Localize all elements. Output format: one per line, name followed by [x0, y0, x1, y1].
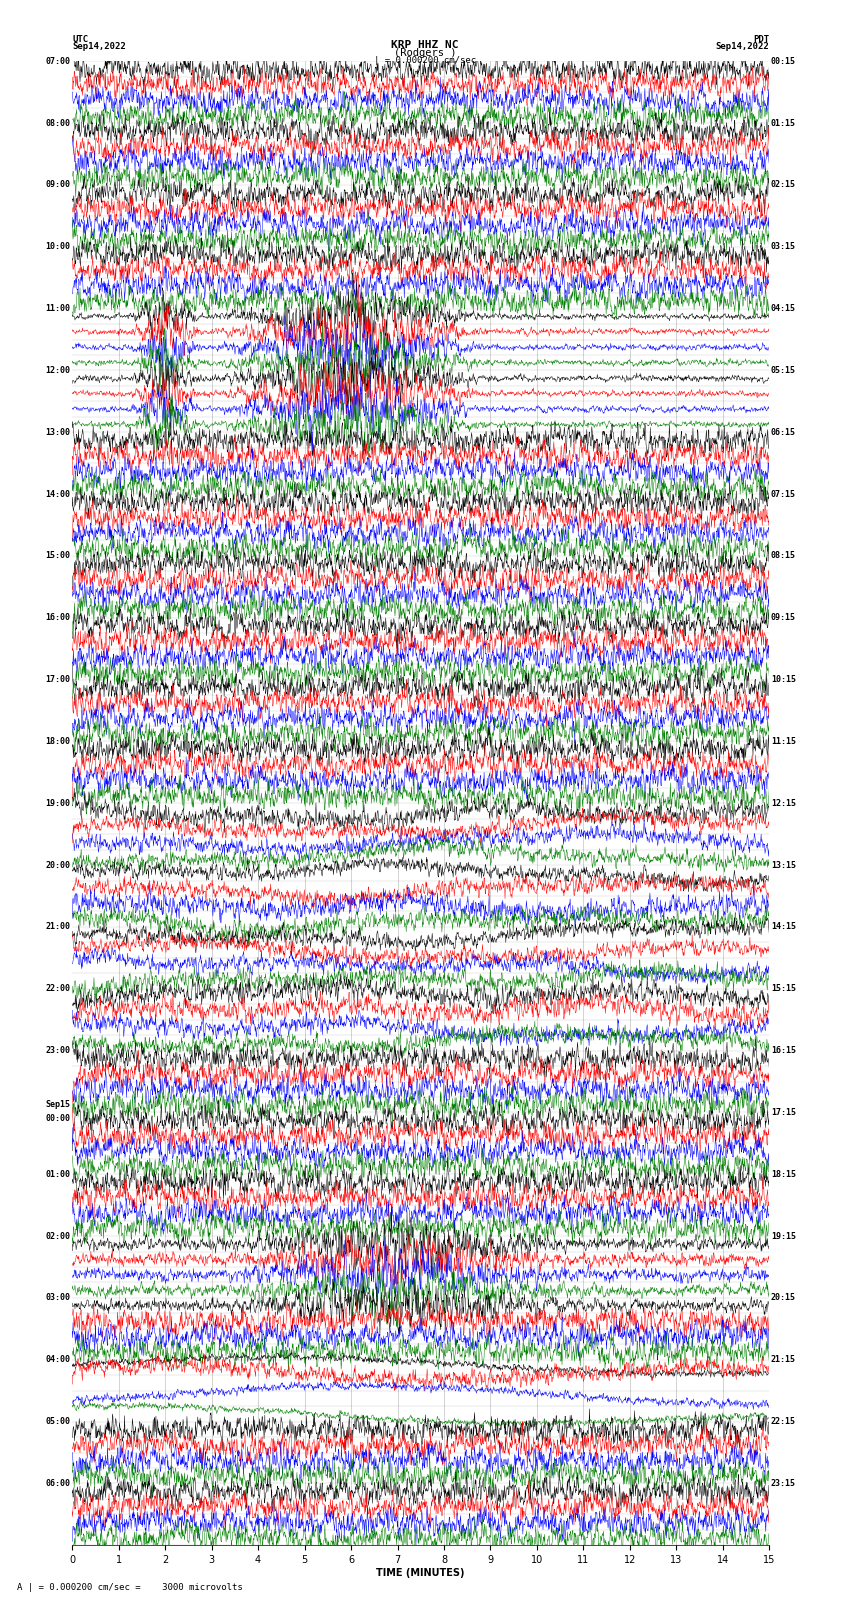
Text: KRP HHZ NC: KRP HHZ NC — [391, 39, 459, 50]
Text: 16:15: 16:15 — [771, 1047, 796, 1055]
Text: 14:15: 14:15 — [771, 923, 796, 931]
Text: 10:15: 10:15 — [771, 676, 796, 684]
Text: 04:00: 04:00 — [46, 1355, 71, 1365]
Text: 10:00: 10:00 — [46, 242, 71, 252]
Text: 07:00: 07:00 — [46, 56, 71, 66]
Text: 12:00: 12:00 — [46, 366, 71, 374]
Text: | = 0.000200 cm/sec: | = 0.000200 cm/sec — [374, 56, 476, 66]
Text: 02:15: 02:15 — [771, 181, 796, 189]
Text: 21:15: 21:15 — [771, 1355, 796, 1365]
Text: 20:00: 20:00 — [46, 861, 71, 869]
Text: 11:00: 11:00 — [46, 305, 71, 313]
Text: 09:15: 09:15 — [771, 613, 796, 623]
Text: 00:15: 00:15 — [771, 56, 796, 66]
Text: 13:15: 13:15 — [771, 861, 796, 869]
Text: 07:15: 07:15 — [771, 490, 796, 498]
Text: 02:00: 02:00 — [46, 1232, 71, 1240]
Text: 06:15: 06:15 — [771, 427, 796, 437]
Text: Sep14,2022: Sep14,2022 — [72, 42, 126, 52]
Text: Sep14,2022: Sep14,2022 — [716, 42, 769, 52]
Text: 05:00: 05:00 — [46, 1418, 71, 1426]
Text: 06:00: 06:00 — [46, 1479, 71, 1487]
Text: 13:00: 13:00 — [46, 427, 71, 437]
Text: 23:15: 23:15 — [771, 1479, 796, 1487]
Text: 09:00: 09:00 — [46, 181, 71, 189]
X-axis label: TIME (MINUTES): TIME (MINUTES) — [377, 1568, 465, 1578]
Text: 18:15: 18:15 — [771, 1169, 796, 1179]
Text: 22:15: 22:15 — [771, 1418, 796, 1426]
Text: 20:15: 20:15 — [771, 1294, 796, 1302]
Text: 00:00: 00:00 — [46, 1115, 71, 1123]
Text: 11:15: 11:15 — [771, 737, 796, 745]
Text: 08:00: 08:00 — [46, 119, 71, 127]
Text: A | = 0.000200 cm/sec =    3000 microvolts: A | = 0.000200 cm/sec = 3000 microvolts — [17, 1582, 243, 1592]
Text: 04:15: 04:15 — [771, 305, 796, 313]
Text: 19:00: 19:00 — [46, 798, 71, 808]
Text: 22:00: 22:00 — [46, 984, 71, 994]
Text: 18:00: 18:00 — [46, 737, 71, 745]
Text: 01:15: 01:15 — [771, 119, 796, 127]
Text: 03:00: 03:00 — [46, 1294, 71, 1302]
Text: 23:00: 23:00 — [46, 1047, 71, 1055]
Text: 15:00: 15:00 — [46, 552, 71, 560]
Text: Sep15: Sep15 — [46, 1100, 71, 1110]
Text: 15:15: 15:15 — [771, 984, 796, 994]
Text: (Rodgers ): (Rodgers ) — [394, 47, 456, 58]
Text: 17:00: 17:00 — [46, 676, 71, 684]
Text: 14:00: 14:00 — [46, 490, 71, 498]
Text: UTC: UTC — [72, 35, 88, 45]
Text: 03:15: 03:15 — [771, 242, 796, 252]
Text: 08:15: 08:15 — [771, 552, 796, 560]
Text: 17:15: 17:15 — [771, 1108, 796, 1116]
Text: 19:15: 19:15 — [771, 1232, 796, 1240]
Text: 16:00: 16:00 — [46, 613, 71, 623]
Text: 21:00: 21:00 — [46, 923, 71, 931]
Text: 12:15: 12:15 — [771, 798, 796, 808]
Text: PDT: PDT — [753, 35, 769, 45]
Text: 05:15: 05:15 — [771, 366, 796, 374]
Text: 01:00: 01:00 — [46, 1169, 71, 1179]
